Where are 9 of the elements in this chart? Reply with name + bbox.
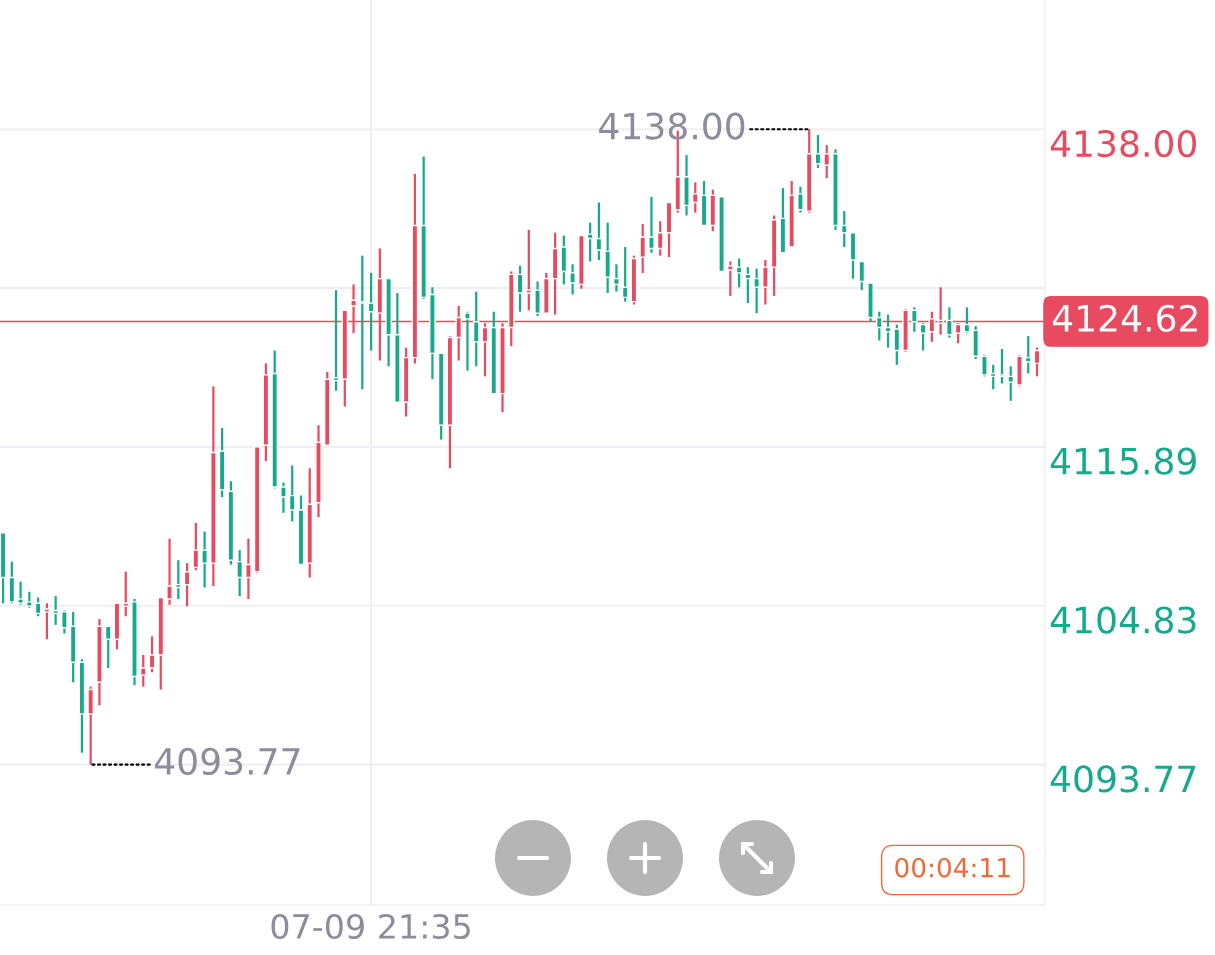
- annotation: 4138.00: [599, 112, 745, 140]
- x-tick-label: 07-09 21:35: [271, 913, 470, 940]
- y-tick-label: 4104.83: [1050, 606, 1196, 634]
- ref-line-label: 4124.62: [1052, 304, 1197, 332]
- annotation: 00:04:11: [895, 857, 1010, 878]
- y-tick-label: 4115.89: [1050, 447, 1196, 475]
- y-tick-label: 4138.00: [1050, 129, 1196, 158]
- y-tick-label: 4093.77: [1050, 765, 1196, 793]
- annotation: 4093.77: [154, 747, 300, 776]
